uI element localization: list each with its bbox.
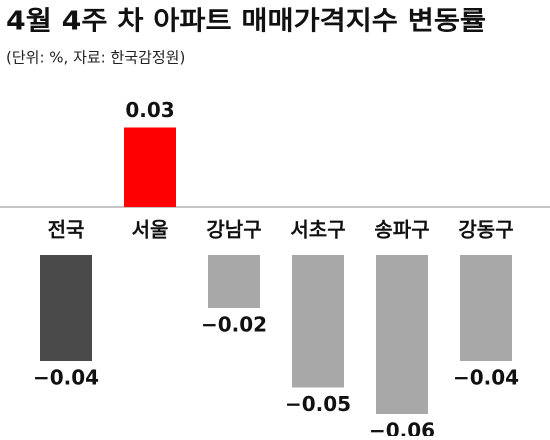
bar [376, 255, 428, 414]
chart-subtitle: (단위: %, 자료: 한국감정원) [6, 49, 185, 67]
bar [208, 255, 260, 308]
x-tick-label: 서초구 [290, 218, 345, 242]
value-label: −0.04 [453, 366, 519, 390]
x-tick-label: 서울 [132, 218, 169, 242]
value-label: 0.03 [125, 98, 174, 122]
bar [124, 127, 176, 207]
value-label: −0.06 [369, 419, 435, 437]
x-tick-label: 강남구 [206, 218, 261, 242]
bar [40, 255, 92, 361]
x-tick-label: 송파구 [374, 218, 429, 242]
x-tick-label: 전국 [48, 218, 85, 242]
value-label: −0.02 [201, 313, 267, 337]
value-label: −0.04 [33, 366, 99, 390]
value-label: −0.05 [285, 392, 351, 416]
x-tick-label: 강동구 [458, 218, 513, 242]
bar [292, 255, 344, 388]
bar [460, 255, 512, 361]
chart-title: 4월 4주 차 아파트 매매가격지수 변동률 [6, 7, 486, 37]
